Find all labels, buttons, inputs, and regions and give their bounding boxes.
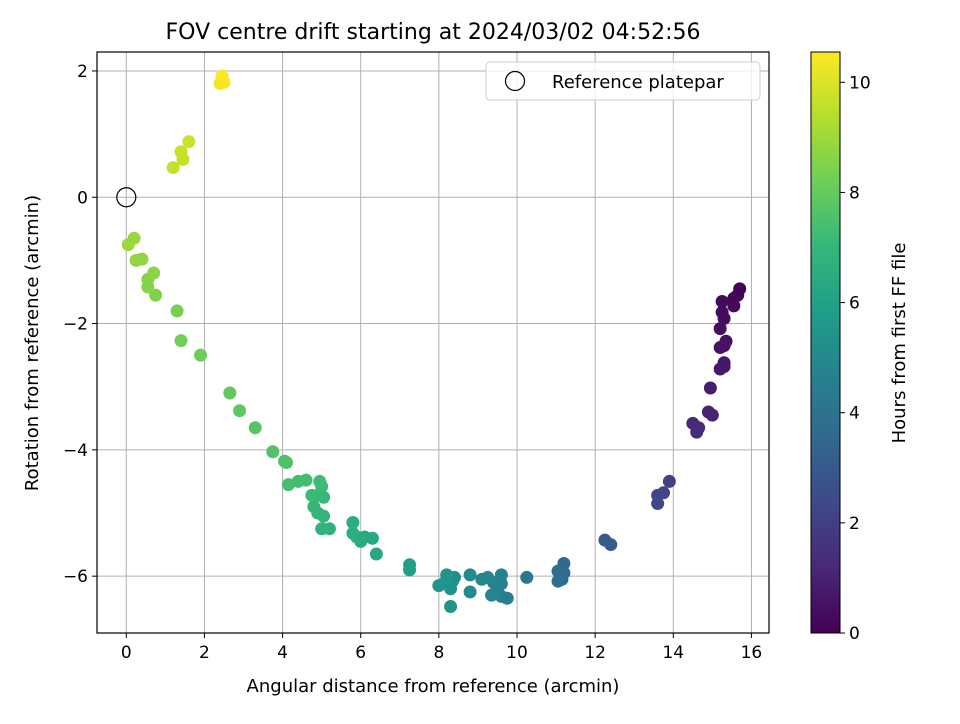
y-axis-ticks: −6 −4 −2 0 2 (63, 62, 97, 587)
data-point (174, 334, 188, 348)
data-point (305, 488, 319, 502)
data-point (307, 500, 321, 514)
y-tick-label: 0 (77, 188, 88, 208)
data-point (266, 445, 280, 459)
y-axis-label: Rotation from reference (arcmin) (22, 195, 43, 491)
data-point (651, 497, 665, 511)
colorbar-tick-label: 4 (849, 404, 860, 424)
data-point (444, 599, 458, 613)
data-point (129, 253, 143, 267)
data-point (713, 322, 727, 336)
data-point (403, 563, 417, 577)
data-point (313, 474, 327, 488)
data-point (194, 348, 208, 362)
x-tick-label: 8 (433, 643, 444, 663)
x-tick-label: 10 (506, 643, 528, 663)
reference-platepar-marker (116, 187, 137, 208)
data-point (346, 515, 360, 529)
colorbar-tick-label: 10 (849, 73, 871, 93)
data-point (170, 304, 184, 318)
data-point (690, 425, 704, 439)
x-tick-label: 6 (355, 643, 366, 663)
x-tick-label: 12 (584, 643, 606, 663)
data-point (713, 341, 727, 355)
data-point (147, 266, 161, 280)
x-tick-label: 14 (662, 643, 684, 663)
data-point (715, 294, 729, 308)
x-tick-label: 4 (277, 643, 288, 663)
y-tick-label: −6 (63, 567, 88, 587)
y-tick-label: 2 (77, 62, 88, 82)
data-point (703, 381, 717, 395)
chart-title: FOV centre drift starting at 2024/03/02 … (166, 20, 701, 45)
data-point (475, 572, 489, 586)
colorbar-tick-label: 8 (849, 183, 860, 203)
data-point (520, 570, 534, 584)
data-point (223, 386, 237, 400)
legend-reference-marker (504, 70, 526, 92)
data-point (315, 522, 329, 536)
data-point (281, 478, 295, 492)
y-tick-label: −4 (63, 441, 88, 461)
data-point (604, 538, 618, 552)
x-axis-label: Angular distance from reference (arcmin) (247, 676, 620, 697)
legend-box (485, 61, 761, 101)
colorbar: Hours from first FF file 0 2 4 6 8 10 (810, 51, 910, 644)
x-axis-ticks: 0 2 4 6 8 10 12 14 16 (121, 633, 762, 663)
data-point (463, 585, 477, 599)
legend: Reference platepar (485, 61, 761, 101)
data-point (662, 474, 676, 488)
data-point (233, 404, 247, 418)
colorbar-tick-label: 6 (849, 294, 860, 314)
grid-lines (97, 52, 769, 633)
x-tick-label: 2 (199, 643, 210, 663)
data-points (116, 69, 747, 613)
data-point (278, 454, 292, 468)
data-point (463, 568, 477, 582)
data-point (149, 288, 163, 302)
colorbar-tick-label: 2 (849, 514, 860, 534)
data-point (713, 362, 727, 376)
data-point (485, 588, 499, 602)
data-point (727, 299, 741, 313)
data-point (705, 408, 719, 422)
data-point (717, 312, 731, 326)
data-point (551, 574, 565, 588)
data-point (215, 69, 229, 83)
y-tick-label: −2 (63, 315, 88, 335)
data-point (369, 547, 383, 561)
plot-frame (96, 51, 770, 634)
x-tick-label: 0 (121, 643, 132, 663)
data-point (248, 421, 262, 435)
data-point (291, 474, 305, 488)
x-tick-label: 16 (741, 643, 763, 663)
colorbar-gradient (810, 51, 841, 634)
colorbar-tick-label: 0 (849, 624, 860, 644)
data-point (121, 238, 135, 252)
data-point (182, 135, 196, 149)
data-point (174, 145, 188, 159)
legend-label: Reference platepar (552, 72, 724, 93)
colorbar-label: Hours from first FF file (889, 243, 910, 444)
data-point (432, 579, 446, 593)
data-point (346, 526, 360, 540)
data-point (166, 161, 180, 175)
